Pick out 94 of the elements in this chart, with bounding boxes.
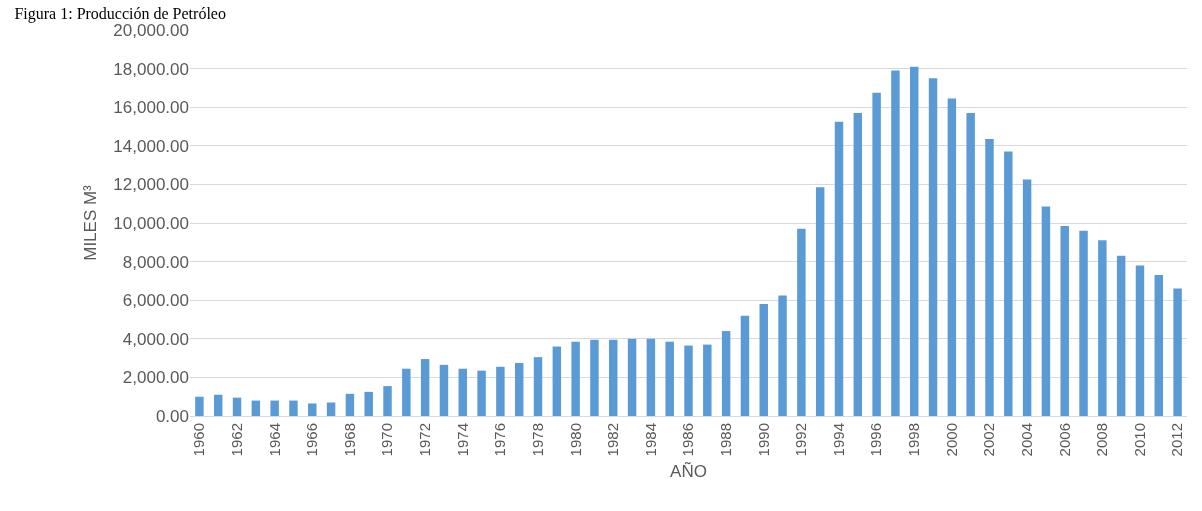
bar [1079, 230, 1088, 416]
bar [853, 112, 863, 416]
x-tick-label: 1994 [829, 423, 847, 457]
bar [1154, 275, 1164, 416]
bar [684, 345, 693, 416]
y-axis-title: MILES M³ [80, 184, 100, 261]
bar [947, 98, 957, 416]
x-tick-label: 1988 [716, 423, 734, 457]
bar [477, 370, 486, 416]
x-tick-label: 2000 [942, 423, 960, 457]
y-tick-label: 14,000.00 [113, 136, 189, 156]
x-tick-label: 1970 [378, 423, 396, 457]
y-tick-label: 4,000.00 [122, 329, 189, 349]
x-tick-label: 1996 [867, 423, 885, 457]
bar [1098, 240, 1107, 416]
bar [232, 397, 242, 416]
x-tick-label: 1986 [679, 423, 697, 457]
bar [326, 402, 336, 416]
bar [797, 228, 806, 416]
bar [533, 357, 543, 416]
bar [213, 394, 223, 416]
x-tick-label: 2004 [1017, 423, 1035, 457]
bar [1022, 179, 1032, 416]
y-tick-label: 12,000.00 [113, 175, 189, 195]
x-tick-label: 1968 [340, 423, 358, 457]
y-tick-label: 10,000.00 [113, 213, 189, 233]
bar [420, 359, 430, 416]
bar [1173, 288, 1182, 416]
bar [1060, 225, 1069, 416]
bar [496, 366, 505, 416]
bar [1135, 265, 1145, 416]
bar [966, 112, 975, 416]
bar [891, 70, 900, 416]
bar [308, 403, 317, 416]
bar [514, 362, 524, 416]
x-axis-title: AÑO [670, 462, 707, 481]
bar [721, 331, 731, 416]
bar [439, 364, 449, 416]
bar [1116, 255, 1126, 416]
bar [1041, 206, 1051, 416]
x-tick-label: 1984 [641, 423, 659, 457]
bar [1004, 151, 1013, 416]
bar [910, 66, 919, 416]
bar [985, 139, 994, 416]
chart-title: Figura 1: Producción de Petróleo [14, 4, 226, 23]
bar [458, 368, 467, 416]
x-tick-label: 1982 [604, 423, 622, 457]
bar [759, 304, 768, 416]
bar [815, 187, 825, 416]
x-tick-label: 1978 [528, 423, 546, 457]
bar [834, 121, 844, 416]
x-tick-label: 1980 [566, 423, 584, 457]
bar [609, 339, 618, 416]
bar [383, 386, 392, 416]
y-tick-label: 6,000.00 [122, 291, 189, 311]
bar [402, 368, 411, 416]
x-tick-label: 2010 [1130, 423, 1148, 457]
x-tick-label: 1966 [303, 423, 321, 457]
x-tick-label: 1974 [453, 423, 471, 457]
x-tick-label: 1992 [792, 423, 810, 457]
bar [289, 400, 298, 416]
x-tick-label: 2012 [1168, 423, 1186, 457]
bar [571, 341, 580, 416]
bar [251, 400, 261, 416]
bar [928, 78, 938, 416]
bar [703, 344, 712, 416]
x-tick-label: 1998 [905, 423, 923, 457]
x-tick-label: 1990 [754, 423, 772, 457]
x-tick-label: 1976 [491, 423, 509, 457]
y-tick-label: 2,000.00 [122, 368, 189, 388]
y-tick-label: 18,000.00 [113, 59, 189, 79]
bar [665, 341, 674, 416]
y-tick-label: 16,000.00 [113, 98, 189, 118]
bar [195, 396, 204, 416]
x-tick-label: 1962 [227, 423, 245, 457]
y-tick-label: 20,000.00 [113, 20, 189, 40]
x-tick-label: 1960 [190, 423, 208, 457]
x-tick-label: 2008 [1093, 423, 1111, 457]
bar [646, 338, 656, 416]
x-tick-label: 1972 [416, 423, 434, 457]
x-tick-label: 1964 [265, 423, 283, 457]
bar [740, 315, 750, 416]
bar [590, 339, 599, 416]
bar [627, 338, 637, 416]
bar [778, 295, 787, 416]
bar [552, 346, 562, 416]
x-tick-label: 2002 [980, 423, 998, 457]
bar [364, 391, 373, 416]
bar [345, 393, 355, 416]
y-tick-label: 0.00 [155, 406, 189, 426]
bar [872, 92, 881, 416]
y-tick-label: 8,000.00 [122, 252, 189, 272]
bar [270, 400, 279, 416]
x-tick-label: 2006 [1055, 423, 1073, 457]
